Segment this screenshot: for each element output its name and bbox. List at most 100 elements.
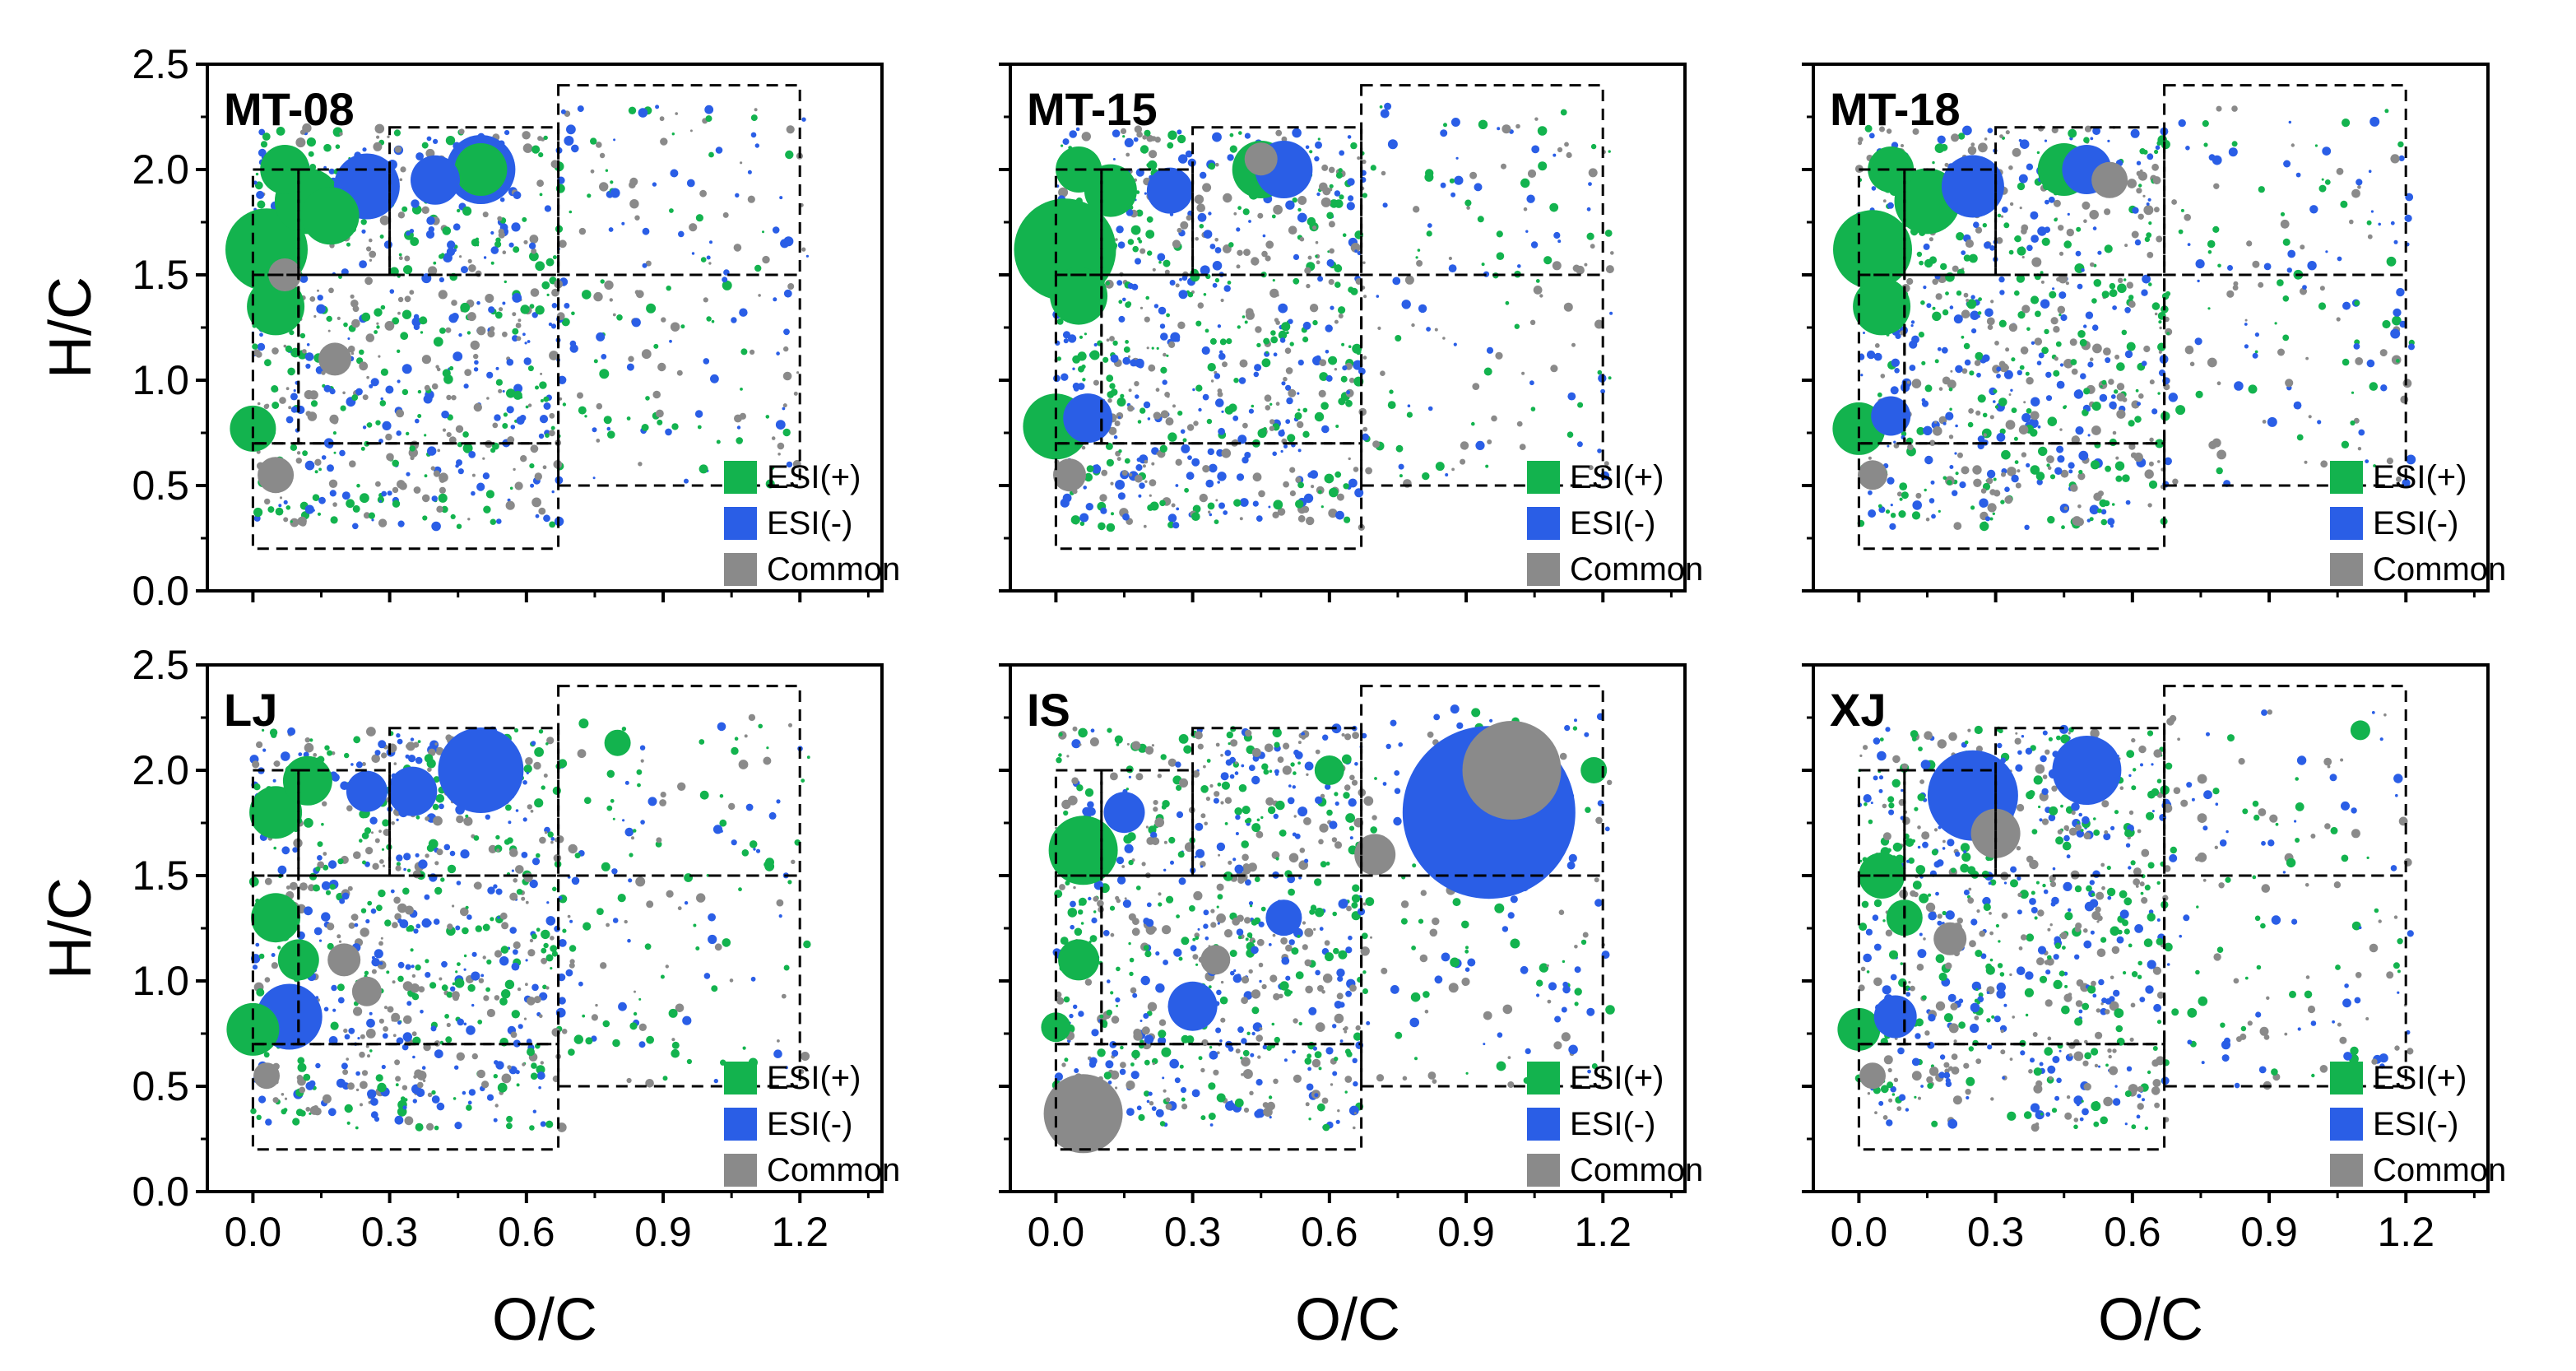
scatter-point xyxy=(1392,277,1401,286)
scatter-point xyxy=(1395,335,1402,342)
scatter-point xyxy=(457,208,461,213)
scatter-point xyxy=(1130,359,1138,367)
scatter-point xyxy=(357,1037,360,1040)
scatter-point xyxy=(2127,179,2137,188)
scatter-point xyxy=(292,1118,300,1126)
scatter-point xyxy=(1970,505,1975,510)
scatter-point xyxy=(1197,743,1204,750)
scatter-point xyxy=(323,852,327,856)
scatter-point xyxy=(659,799,666,806)
scatter-point xyxy=(401,364,412,374)
scatter-point xyxy=(267,506,275,514)
scatter-point xyxy=(1221,448,1232,458)
scatter-point xyxy=(1076,784,1084,792)
scatter-point xyxy=(1529,319,1536,325)
scatter-point xyxy=(552,886,557,892)
scatter-point xyxy=(527,340,531,343)
scatter-point xyxy=(1136,458,1141,462)
scatter-point xyxy=(1315,141,1322,149)
scatter-point xyxy=(722,280,732,290)
scatter-point xyxy=(518,318,522,323)
scatter-point xyxy=(2044,1047,2053,1056)
scatter-point xyxy=(722,277,728,283)
scatter-point xyxy=(1317,276,1324,282)
scatter-point xyxy=(1334,1001,1343,1009)
scatter-point xyxy=(421,494,430,503)
scatter-point xyxy=(1242,863,1251,871)
scatter-point xyxy=(2196,905,2199,909)
scatter-point xyxy=(1935,891,1939,896)
scatter-point xyxy=(421,206,429,214)
scatter-point xyxy=(2285,379,2294,388)
scatter-point xyxy=(1223,929,1233,938)
scatter-point xyxy=(2300,244,2305,250)
scatter-point xyxy=(415,964,421,971)
scatter-point xyxy=(2197,279,2200,283)
region-box xyxy=(1360,84,1604,277)
scatter-point xyxy=(671,1048,680,1058)
scatter-point xyxy=(1432,1079,1437,1084)
region-box xyxy=(251,1043,560,1151)
scatter-point xyxy=(401,206,408,212)
region-box xyxy=(1360,685,1604,877)
scatter-point xyxy=(332,1008,337,1012)
scatter-point xyxy=(1151,744,1154,747)
scatter-point xyxy=(1516,421,1523,427)
scatter-point xyxy=(1336,493,1344,501)
scatter-point xyxy=(305,363,311,369)
scatter-point xyxy=(1293,128,1298,133)
scatter-point xyxy=(2117,283,2127,294)
scatter-point xyxy=(2030,411,2040,421)
scatter-point xyxy=(404,255,411,262)
scatter-point xyxy=(740,388,743,391)
scatter-point xyxy=(1289,342,1294,346)
scatter-point xyxy=(2187,243,2191,246)
scatter-point xyxy=(1126,301,1132,307)
scatter-point xyxy=(1176,507,1180,511)
scatter-point xyxy=(613,138,616,142)
scatter-point xyxy=(2197,813,2207,823)
scatter-point xyxy=(327,860,337,869)
scatter-point xyxy=(1162,925,1172,935)
scatter-point xyxy=(1348,286,1354,293)
scatter-point xyxy=(454,143,508,196)
scatter-point xyxy=(629,1022,638,1030)
scatter-point xyxy=(337,316,341,320)
scatter-point xyxy=(331,773,340,782)
scatter-point xyxy=(1285,367,1293,374)
scatter-point xyxy=(1200,171,1207,179)
scatter-point xyxy=(2030,211,2039,220)
scatter-point xyxy=(1073,885,1076,890)
scatter-point xyxy=(1381,170,1386,176)
scatter-point xyxy=(441,984,448,992)
scatter-point xyxy=(2147,730,2154,737)
scatter-point xyxy=(1464,949,1469,954)
scatter-point xyxy=(1114,735,1123,744)
scatter-point xyxy=(1302,336,1309,343)
scatter-point xyxy=(1217,894,1223,900)
scatter-point xyxy=(2151,163,2160,171)
scatter-point xyxy=(466,1025,476,1035)
scatter-point xyxy=(2010,388,2013,392)
scatter-point xyxy=(1510,938,1520,949)
scatter-point xyxy=(2128,295,2134,300)
scatter-point xyxy=(1242,853,1249,862)
scatter-point xyxy=(1241,1038,1247,1044)
scatter-point xyxy=(369,1011,373,1015)
scatter-point xyxy=(373,142,383,151)
scatter-point xyxy=(1987,128,1993,133)
scatter-point xyxy=(1304,267,1311,274)
scatter-point xyxy=(1061,373,1069,381)
scatter-point xyxy=(2216,105,2222,112)
scatter-point xyxy=(722,211,729,218)
scatter-point xyxy=(1197,302,1204,309)
scatter-point xyxy=(1337,1109,1340,1113)
scatter-point xyxy=(1999,290,2005,295)
scatter-point xyxy=(1268,505,1271,509)
scatter-point xyxy=(443,844,451,851)
scatter-point xyxy=(1283,376,1288,382)
scatter-point xyxy=(527,804,532,810)
scatter-point xyxy=(735,193,740,198)
scatter-point xyxy=(1185,150,1193,158)
scatter-point xyxy=(351,318,360,328)
